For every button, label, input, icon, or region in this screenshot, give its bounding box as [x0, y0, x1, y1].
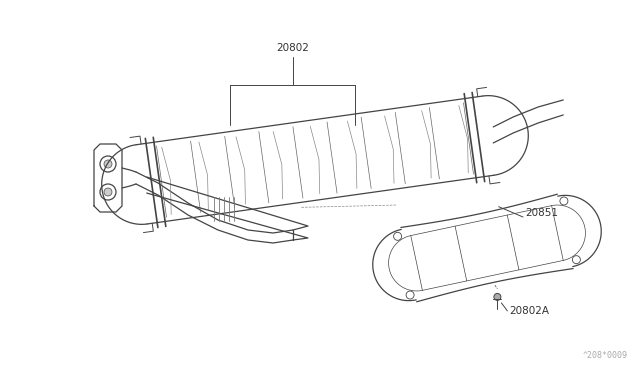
Text: ^208*0009: ^208*0009 — [583, 351, 628, 360]
Text: 20802A: 20802A — [509, 306, 549, 316]
Circle shape — [104, 188, 112, 196]
Circle shape — [494, 294, 501, 301]
Text: 20851: 20851 — [525, 208, 558, 218]
Circle shape — [560, 197, 568, 205]
Circle shape — [100, 156, 116, 172]
Circle shape — [394, 232, 402, 240]
Circle shape — [100, 184, 116, 200]
Circle shape — [572, 256, 580, 264]
Circle shape — [104, 160, 112, 168]
Text: 20802: 20802 — [276, 43, 309, 53]
Circle shape — [406, 291, 414, 299]
